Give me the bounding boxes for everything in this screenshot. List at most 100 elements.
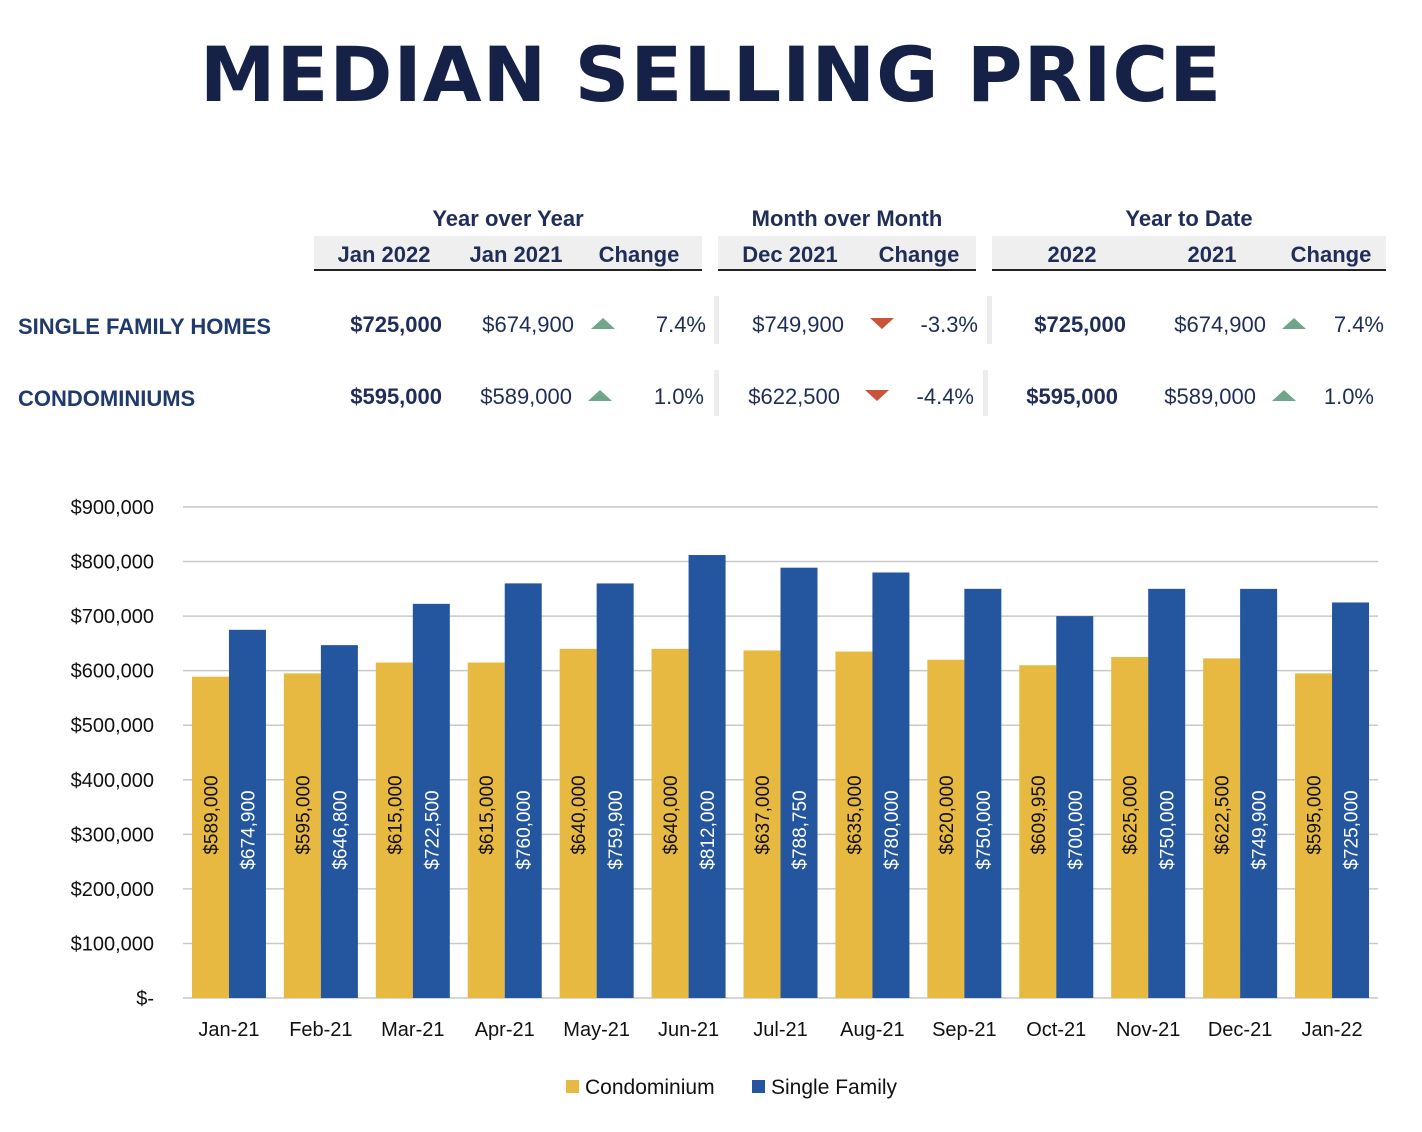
y-tick-label: $100,000 (71, 933, 154, 955)
x-tick-label: Jan-21 (198, 1019, 259, 1041)
condo-ytd-change: 1.0% (1323, 384, 1374, 409)
legend-item-single-family: Single Family (752, 1076, 897, 1100)
data-label-single-family: $788,750 (790, 790, 811, 869)
up-arrow-icon (591, 318, 615, 329)
separator (983, 370, 988, 416)
data-label-condo: $620,000 (937, 775, 958, 854)
condo-yoy-change: 1.0% (653, 384, 704, 409)
x-tick-label: Apr-21 (475, 1019, 535, 1041)
data-label-single-family: $759,900 (606, 790, 627, 869)
group-title-mom: Month over Month (751, 206, 943, 231)
data-label-condo: $589,000 (201, 775, 222, 854)
y-tick-label: $400,000 (71, 770, 154, 792)
down-arrow-icon (865, 390, 889, 401)
data-label-single-family: $780,000 (882, 790, 903, 869)
x-tick-label: Jun-21 (658, 1019, 719, 1041)
header-band-yoy (314, 236, 702, 271)
condo-yoy-prior: $589,000 (480, 384, 572, 409)
data-label-condo: $637,000 (753, 775, 774, 854)
header-band-mom (718, 236, 976, 271)
bar-single-family (964, 588, 1002, 998)
header-ytd-change: Change (1290, 242, 1372, 267)
data-label-condo: $640,000 (569, 775, 590, 854)
y-tick-label: $700,000 (71, 606, 154, 628)
bar-condo (835, 651, 873, 998)
bar-condo (743, 650, 781, 998)
x-tick-label: Sep-21 (932, 1019, 997, 1041)
bar-single-family (1148, 588, 1186, 998)
x-tick-label: Feb-21 (289, 1019, 352, 1041)
sf-ytd-change: 7.4% (1333, 312, 1384, 337)
bar-condo (467, 662, 505, 998)
data-label-condo: $609,950 (1029, 775, 1050, 854)
x-tick-label: Jan-22 (1301, 1019, 1362, 1041)
y-tick-label: $500,000 (71, 715, 154, 737)
bar-condo (651, 648, 689, 998)
bar-condo (283, 673, 321, 998)
separator (987, 296, 992, 344)
y-tick-label: $900,000 (71, 497, 154, 519)
separator (714, 296, 719, 344)
y-tick-label: $800,000 (71, 552, 154, 574)
data-label-single-family: $812,000 (698, 790, 719, 869)
condo-yoy-current: $595,000 (350, 384, 442, 409)
bar-condo (1295, 673, 1333, 998)
x-tick-label: Jul-21 (753, 1019, 807, 1041)
bar-condo (1203, 658, 1241, 998)
data-label-condo: $625,000 (1121, 775, 1142, 854)
legend-label-single-family: Single Family (771, 1076, 898, 1099)
header-yoy-current: Jan 2022 (337, 242, 431, 267)
up-arrow-icon (588, 390, 612, 401)
x-tick-label: Oct-21 (1026, 1019, 1086, 1041)
bar-single-family (780, 567, 818, 998)
header-band-ytd (992, 236, 1386, 271)
data-label-condo: $622,500 (1213, 775, 1234, 854)
bar-single-family (872, 572, 910, 998)
bar-single-family (1240, 588, 1278, 998)
data-label-single-family: $750,000 (974, 790, 995, 869)
sf-mom-change: -3.3% (920, 312, 978, 337)
sf-yoy-change: 7.4% (655, 312, 706, 337)
row-label-condominiums: CONDOMINIUMS (18, 386, 196, 411)
data-label-condo: $640,000 (661, 775, 682, 854)
bar-condo (1111, 657, 1149, 998)
bar-single-family (320, 645, 358, 998)
header-yoy-prior: Jan 2021 (469, 242, 563, 267)
header-mom-prior: Dec 2021 (742, 242, 838, 267)
y-tick-label: $200,000 (71, 879, 154, 901)
sf-yoy-prior: $674,900 (482, 312, 574, 337)
legend-swatch-single-family (752, 1080, 765, 1093)
x-tick-label: Aug-21 (840, 1019, 905, 1041)
y-tick-label: $600,000 (71, 661, 154, 683)
bar-single-family (688, 555, 726, 998)
x-tick-label: Mar-21 (381, 1019, 444, 1041)
group-title-ytd: Year to Date (1125, 206, 1253, 231)
bar-condo (375, 662, 413, 998)
bar-chart: $- $100,000 $200,000 $300,000 $400,000 $500,0… (71, 497, 1378, 1041)
legend-label-condominium: Condominium (585, 1076, 715, 1099)
sf-mom-prior: $749,900 (752, 312, 844, 337)
legend-swatch-condominium (566, 1080, 579, 1093)
sf-ytd-current: $725,000 (1034, 312, 1126, 337)
data-label-condo: $615,000 (385, 775, 406, 854)
data-label-condo: $595,000 (1305, 775, 1326, 854)
data-label-single-family: $749,900 (1250, 790, 1271, 869)
condo-ytd-current: $595,000 (1026, 384, 1118, 409)
separator (714, 370, 719, 416)
data-label-single-family: $722,500 (422, 790, 443, 869)
data-label-single-family: $750,000 (1158, 790, 1179, 869)
data-label-condo: $615,000 (477, 775, 498, 854)
page-title: MEDIAN SELLING PRICE (199, 30, 1223, 119)
condo-mom-change: -4.4% (916, 384, 974, 409)
x-tick-label: Nov-21 (1116, 1019, 1180, 1041)
data-label-condo: $595,000 (293, 775, 314, 854)
sf-ytd-prior: $674,900 (1174, 312, 1266, 337)
bar-single-family (596, 583, 634, 998)
data-label-condo: $635,000 (845, 775, 866, 854)
sf-yoy-current: $725,000 (350, 312, 442, 337)
header-mom-change: Change (878, 242, 960, 267)
x-tick-label: Dec-21 (1208, 1019, 1272, 1041)
header-ytd-prior: 2021 (1187, 242, 1237, 267)
data-label-single-family: $674,900 (238, 790, 259, 869)
bar-condo (927, 659, 965, 998)
